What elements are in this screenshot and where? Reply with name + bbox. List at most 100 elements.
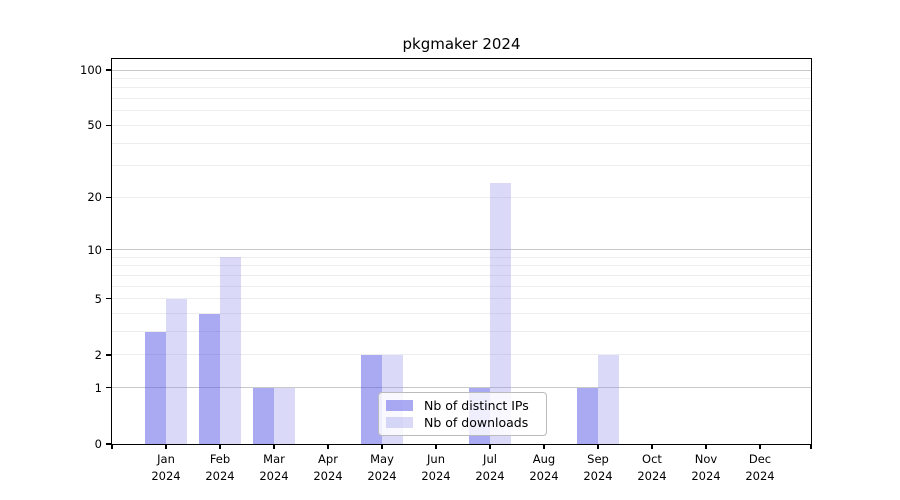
x-tickmark-jul: [489, 444, 491, 449]
y-tickmark-1: [106, 387, 111, 389]
gridline-minor-4: [112, 313, 811, 315]
x-tick-label-oct: Oct 2024: [625, 451, 679, 484]
x-tick-text: Oct: [642, 452, 662, 466]
x-tickmark-dec: [759, 444, 761, 449]
x-tickmark-nov: [705, 444, 707, 449]
x-tick-text: Apr: [318, 452, 338, 466]
legend-label-distinct-ips: Nb of distinct IPs: [424, 398, 529, 413]
x-tick-text: May: [370, 452, 394, 466]
x-tick-label-feb: Feb 2024: [193, 451, 247, 484]
x-tick-label-jun: Jun 2024: [409, 451, 463, 484]
y-tick-label-50: 50: [87, 118, 102, 133]
x-tickmark-feb: [219, 444, 221, 449]
x-tick-text: Sep: [587, 452, 609, 466]
gridline-minor-70: [112, 98, 811, 100]
gridline-minor-40: [112, 142, 811, 144]
y-tickmark-20: [106, 196, 111, 198]
bar-distinct-ips-feb: [198, 313, 220, 444]
x-tick-text: 2024: [637, 468, 667, 483]
x-tick-label-may: May 2024: [355, 451, 409, 484]
x-tickmark-aug: [543, 444, 545, 449]
x-tick-text: Jul: [483, 452, 497, 466]
bar-distinct-ips-may: [360, 354, 382, 444]
y-tickmark-10: [106, 249, 111, 251]
x-edge-tick-0: [111, 444, 113, 449]
x-tickmark-jan: [165, 444, 167, 449]
x-tick-text: 2024: [691, 468, 721, 483]
x-tick-text: 2024: [475, 468, 505, 483]
gridline-minor-3: [112, 331, 811, 333]
bar-downloads-feb: [219, 257, 241, 444]
bar-downloads-sep: [597, 354, 619, 444]
gridline-minor-20: [112, 196, 811, 198]
x-tick-text: 2024: [745, 468, 775, 483]
x-tick-label-apr: Apr 2024: [301, 451, 355, 484]
legend: Nb of distinct IPs Nb of downloads: [378, 392, 547, 436]
gridline-minor-60: [112, 110, 811, 112]
legend-item-downloads: Nb of downloads: [386, 415, 537, 430]
bar-downloads-jul: [489, 183, 511, 444]
bar-distinct-ips-sep: [576, 387, 598, 444]
gridline-minor-5: [112, 298, 811, 300]
x-tick-text: 2024: [367, 468, 397, 483]
y-tick-label-5: 5: [94, 291, 102, 306]
y-tick-label-10: 10: [87, 242, 102, 257]
x-tick-text: 2024: [421, 468, 451, 483]
bar-distinct-ips-jan: [144, 331, 166, 444]
gridline-minor-90: [112, 77, 811, 79]
x-tick-text: Jan: [157, 452, 175, 466]
x-tick-text: Jun: [427, 452, 445, 466]
y-tick-label-100: 100: [80, 63, 102, 77]
x-tick-label-aug: Aug 2024: [517, 451, 571, 484]
y-tick-label-0: 0: [94, 437, 102, 451]
x-tick-text: 2024: [583, 468, 613, 483]
gridline-minor-80: [112, 87, 811, 89]
x-tickmark-mar: [273, 444, 275, 449]
y-tickmark-0: [106, 443, 111, 445]
x-tick-text: Nov: [694, 452, 718, 466]
y-tickmark-100: [106, 69, 111, 71]
legend-item-distinct-ips: Nb of distinct IPs: [386, 398, 537, 413]
bar-distinct-ips-mar: [252, 387, 274, 444]
gridline-minor-50: [112, 124, 811, 126]
gridline-minor-7: [112, 274, 811, 276]
gridline-minor-30: [112, 165, 811, 167]
x-tick-label-jul: Jul 2024: [463, 451, 517, 484]
gridline-major-10: [112, 249, 811, 251]
x-tick-text: Aug: [532, 452, 556, 466]
x-edge-tick-1: [810, 444, 812, 449]
y-tick-label-2: 2: [94, 347, 102, 362]
gridline-major-1: [112, 387, 811, 389]
x-tickmark-may: [381, 444, 383, 449]
x-tick-label-mar: Mar 2024: [247, 451, 301, 484]
x-tick-text: 2024: [205, 468, 235, 483]
legend-swatch-downloads: [386, 417, 413, 428]
x-tick-text: Feb: [209, 452, 231, 466]
chart-title: pkgmaker 2024: [402, 35, 521, 53]
x-tick-text: 2024: [313, 468, 343, 483]
gridline-minor-9: [112, 256, 811, 258]
x-tick-text: Mar: [263, 452, 285, 466]
gridline-minor-8: [112, 265, 811, 267]
x-tick-text: 2024: [259, 468, 289, 483]
x-tick-label-nov: Nov 2024: [679, 451, 733, 484]
y-tick-label-20: 20: [87, 190, 102, 205]
gridline-major-100: [112, 69, 811, 71]
x-tickmark-oct: [651, 444, 653, 449]
x-tickmark-jun: [435, 444, 437, 449]
x-tick-text: 2024: [529, 468, 559, 483]
x-tick-text: Dec: [748, 452, 772, 466]
y-tickmark-50: [106, 124, 111, 126]
y-tick-label-1: 1: [94, 380, 102, 395]
x-tickmark-sep: [597, 444, 599, 449]
x-tick-text: 2024: [151, 468, 181, 483]
x-tick-label-jan: Jan 2024: [139, 451, 193, 484]
x-tick-label-dec: Dec 2024: [733, 451, 787, 484]
bar-downloads-jan: [165, 298, 187, 444]
gridline-minor-6: [112, 285, 811, 287]
gridline-minor-2: [112, 354, 811, 356]
x-tickmark-apr: [327, 444, 329, 449]
y-tickmark-2: [106, 354, 111, 356]
bar-downloads-mar: [273, 387, 295, 444]
